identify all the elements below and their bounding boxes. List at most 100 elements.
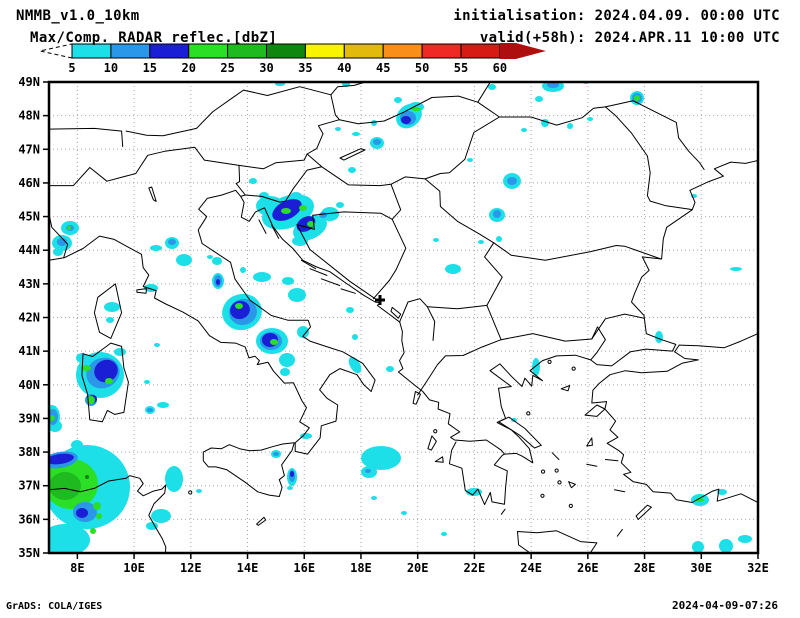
radar-blob-10-15dbz xyxy=(365,469,371,473)
country-border xyxy=(498,106,606,126)
x-tick-label: 30E xyxy=(690,561,712,575)
radar-blob-5-10dbz xyxy=(692,541,704,553)
radar-blob-5-10dbz xyxy=(587,117,593,121)
radar-blob-5-10dbz xyxy=(496,236,502,242)
island-outline xyxy=(517,530,598,553)
country-border xyxy=(388,218,407,281)
country-border xyxy=(49,127,124,148)
lake-outline xyxy=(148,186,157,202)
y-tick-label: 40N xyxy=(18,378,40,392)
island-dot xyxy=(568,503,573,508)
radar-blob-5-10dbz xyxy=(106,317,114,323)
axis-ticks xyxy=(43,81,759,559)
country-border xyxy=(484,242,503,306)
radar-blob-10-15dbz xyxy=(507,177,517,185)
country-border xyxy=(493,242,662,261)
model-title: NMMB_v1.0_10km xyxy=(16,8,140,24)
country-border xyxy=(604,100,705,170)
field-title: Max/Comp. RADAR reflec.[dbZ] xyxy=(30,30,277,46)
colorbar-tick-label: 40 xyxy=(337,61,351,75)
radar-blob-20-25dbz-core xyxy=(105,378,113,384)
radar-blob-5-10dbz xyxy=(386,366,394,372)
radar-blob-20-25dbz-core xyxy=(634,95,640,101)
radar-blob-5-10dbz xyxy=(371,120,377,126)
radar-blob-15-20dbz xyxy=(94,359,118,383)
x-tick-label: 32E xyxy=(747,561,769,575)
island-outline xyxy=(560,385,571,392)
radar-blob-5-10dbz xyxy=(401,511,407,515)
radar-blob-5-10dbz xyxy=(352,132,360,136)
radar-blob-5-10dbz xyxy=(114,348,126,356)
radar-blob-5-10dbz xyxy=(655,331,663,343)
header-texts: NMMB_v1.0_10km initialisation: 2024.04.0… xyxy=(16,8,780,46)
radar-blob-15-20dbz xyxy=(216,279,220,285)
radar-blob-5-10dbz xyxy=(371,496,377,500)
radar-blob-5-10dbz xyxy=(76,353,88,363)
island-dash xyxy=(300,259,317,270)
radar-blob-5-10dbz xyxy=(478,240,484,244)
radar-blob-5-10dbz xyxy=(346,307,354,313)
radar-blob-5-10dbz xyxy=(361,446,401,470)
footer-texts: GrADS: COLA/IGES 2024-04-09-07:26 xyxy=(6,599,778,612)
map-frame xyxy=(47,80,760,555)
country-border xyxy=(399,298,428,323)
radar-blob-5-10dbz xyxy=(297,326,309,338)
radar-blob-5-10dbz xyxy=(467,158,473,162)
colorbar-segment-25 xyxy=(227,43,268,59)
lake-outline xyxy=(339,148,366,161)
country-border xyxy=(244,166,323,203)
radar-blob-20-25dbz-core xyxy=(299,205,307,211)
radar-blob-5-10dbz xyxy=(176,254,192,266)
island-dash xyxy=(340,288,356,294)
x-tick-label: 12E xyxy=(180,561,202,575)
x-tick-label: 22E xyxy=(464,561,486,575)
island-dot xyxy=(540,493,545,498)
radar-blob-5-10dbz xyxy=(150,245,162,251)
radar-blob-5-10dbz xyxy=(321,207,339,221)
radar-blob-5-10dbz xyxy=(240,267,246,273)
colorbar-tick-label: 10 xyxy=(104,61,118,75)
colorbar-tick-label: 20 xyxy=(181,61,195,75)
y-tick-label: 36N xyxy=(18,512,40,526)
radar-blob-20-25dbz-core xyxy=(67,226,71,230)
island-dash xyxy=(551,452,560,460)
island-outline xyxy=(93,283,123,339)
coastline xyxy=(591,344,758,503)
radar-blob-5-10dbz xyxy=(151,509,171,523)
island-dash xyxy=(320,278,341,286)
island-dash xyxy=(604,459,619,462)
x-tick-label: 14E xyxy=(237,561,259,575)
island-dot xyxy=(188,490,193,495)
radar-blob-10-15dbz xyxy=(147,408,153,412)
radar-blob-20-25dbz-core xyxy=(93,502,101,510)
colorbar-segment-15 xyxy=(149,43,190,59)
x-tick-label: 18E xyxy=(350,561,372,575)
island-outline xyxy=(586,437,593,447)
colorbar-tick-label: 50 xyxy=(415,61,429,75)
radar-blob-5-10dbz xyxy=(53,248,63,256)
island-outline xyxy=(434,456,444,463)
island-dot xyxy=(557,480,562,485)
colorbar-overflow-arrow xyxy=(499,43,546,59)
y-tick-label: 48N xyxy=(18,109,40,123)
country-border xyxy=(426,304,488,310)
radar-blob-5-10dbz xyxy=(300,433,312,439)
radar-blob-5-10dbz xyxy=(157,402,169,408)
radar-blob-25-30dbz xyxy=(49,472,81,500)
radar-blob-10-15dbz xyxy=(168,239,176,245)
radar-blob-5-10dbz xyxy=(196,489,202,493)
colorbar-segment-20 xyxy=(188,43,229,59)
island-outline xyxy=(81,342,129,423)
radar-blob-5-10dbz xyxy=(144,380,150,384)
radar-blob-5-10dbz xyxy=(532,358,540,376)
y-tick-label: 45N xyxy=(18,210,40,224)
geography xyxy=(49,82,758,553)
radar-blob-5-10dbz xyxy=(335,127,341,131)
radar-blob-5-10dbz xyxy=(433,238,439,242)
y-tick-label: 47N xyxy=(18,142,40,156)
radar-blob-10-15dbz xyxy=(373,139,381,145)
island-dash xyxy=(500,508,506,515)
island-dot xyxy=(433,429,438,434)
radar-blob-5-10dbz xyxy=(49,524,90,553)
